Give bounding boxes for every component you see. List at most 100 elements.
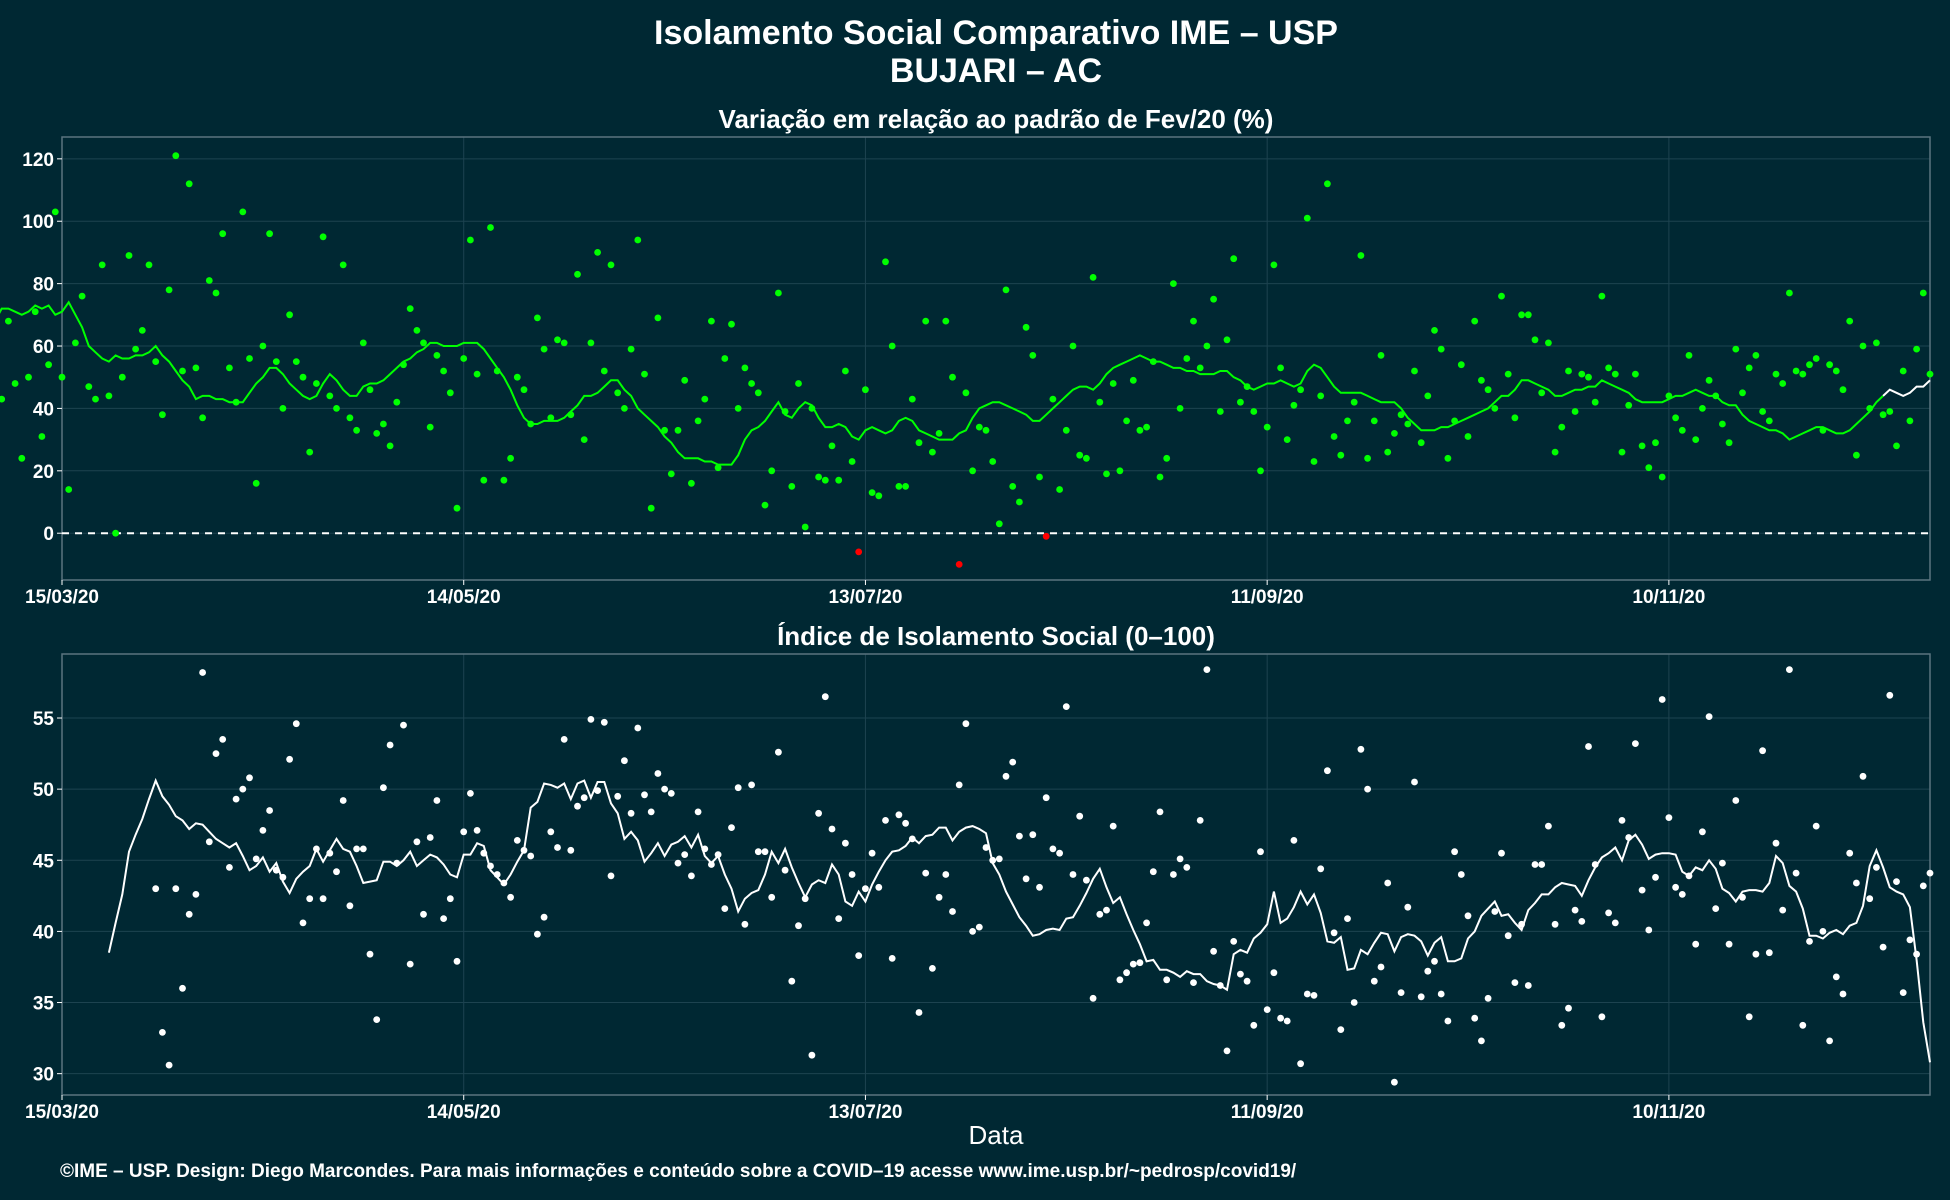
data-point xyxy=(1571,906,1579,914)
data-point xyxy=(821,476,829,484)
data-point xyxy=(373,1016,381,1023)
data-point xyxy=(1531,336,1539,344)
data-point xyxy=(995,855,1003,863)
data-point xyxy=(815,809,822,817)
data-point xyxy=(741,364,749,372)
data-point xyxy=(1538,861,1546,868)
data-point xyxy=(801,523,809,531)
data-point xyxy=(1719,859,1726,867)
data-point xyxy=(1786,666,1793,673)
data-point xyxy=(1370,417,1378,425)
data-point xyxy=(1591,861,1599,868)
data-point xyxy=(1049,845,1057,853)
data-point xyxy=(199,414,207,422)
data-point xyxy=(1585,373,1592,381)
data-point xyxy=(1290,401,1298,409)
data-point xyxy=(674,426,682,434)
data-point xyxy=(1243,383,1251,390)
data-point xyxy=(1357,745,1365,753)
y-tick-label: 55 xyxy=(33,709,55,730)
data-point xyxy=(1665,392,1673,400)
data-point xyxy=(373,430,381,437)
data-point xyxy=(982,844,990,851)
data-point xyxy=(380,784,387,792)
data-point xyxy=(835,915,843,922)
data-point xyxy=(1391,430,1398,437)
data-point xyxy=(1618,448,1626,456)
data-point xyxy=(567,846,575,854)
data-point xyxy=(279,873,287,881)
data-point xyxy=(621,405,628,412)
data-point xyxy=(1344,915,1351,922)
data-point xyxy=(199,669,207,676)
data-point xyxy=(1083,454,1090,462)
data-point xyxy=(219,736,227,743)
data-point xyxy=(1163,976,1171,984)
data-point xyxy=(1183,864,1191,871)
y-tick-label: 50 xyxy=(33,780,54,801)
data-point xyxy=(634,724,642,732)
data-point xyxy=(882,817,889,824)
data-point xyxy=(1370,977,1378,985)
data-point xyxy=(641,370,648,378)
data-point xyxy=(1116,976,1124,984)
data-point xyxy=(1846,849,1854,857)
data-point xyxy=(299,373,307,381)
data-point xyxy=(1478,376,1485,384)
data-point xyxy=(554,844,561,851)
y-tick-label: 20 xyxy=(33,462,54,483)
data-point xyxy=(1297,1060,1304,1068)
data-point xyxy=(1324,767,1331,775)
data-point xyxy=(1699,405,1706,412)
data-point xyxy=(1538,389,1546,397)
data-point xyxy=(413,838,421,846)
data-point xyxy=(995,520,1003,528)
data-point xyxy=(748,781,755,789)
data-point xyxy=(172,885,180,893)
data-point xyxy=(848,871,856,878)
data-point xyxy=(574,270,581,278)
data-point xyxy=(1123,969,1130,977)
data-point xyxy=(1163,454,1171,462)
data-point xyxy=(975,423,983,431)
data-point xyxy=(165,286,173,294)
data-point xyxy=(1518,920,1525,928)
data-point xyxy=(1337,1026,1345,1033)
data-point xyxy=(1605,364,1612,372)
data-point xyxy=(748,380,755,387)
data-point xyxy=(1893,878,1900,885)
data-point xyxy=(92,395,99,403)
data-point xyxy=(875,492,883,500)
data-point xyxy=(313,845,320,853)
panel-variation: 0 20 40 60 80 100 120 15/03/20 14/05/20 13/07/20 1… xyxy=(0,136,1934,608)
data-point xyxy=(627,345,635,353)
data-point xyxy=(701,845,709,853)
data-point xyxy=(487,862,494,870)
data-point xyxy=(1879,411,1887,419)
data-point xyxy=(688,872,695,880)
data-point xyxy=(1404,420,1412,428)
data-point xyxy=(1196,817,1204,824)
data-point xyxy=(1136,426,1144,434)
data-point xyxy=(574,802,581,810)
data-point xyxy=(1344,417,1351,425)
data-point xyxy=(1089,994,1097,1002)
data-point xyxy=(1732,345,1740,353)
data-point xyxy=(795,922,802,930)
data-point xyxy=(815,473,822,481)
data-point xyxy=(259,827,267,834)
data-point xyxy=(18,454,26,462)
data-point xyxy=(1685,352,1693,359)
data-point xyxy=(775,289,782,297)
data-point xyxy=(614,792,622,800)
data-point xyxy=(507,454,514,462)
data-point xyxy=(1136,959,1144,967)
data-point xyxy=(1692,436,1700,443)
data-point xyxy=(1404,903,1412,911)
data-point xyxy=(1223,336,1231,344)
data-point xyxy=(426,423,434,431)
data-point xyxy=(246,355,253,362)
data-point xyxy=(1839,386,1847,394)
data-point xyxy=(842,839,849,847)
